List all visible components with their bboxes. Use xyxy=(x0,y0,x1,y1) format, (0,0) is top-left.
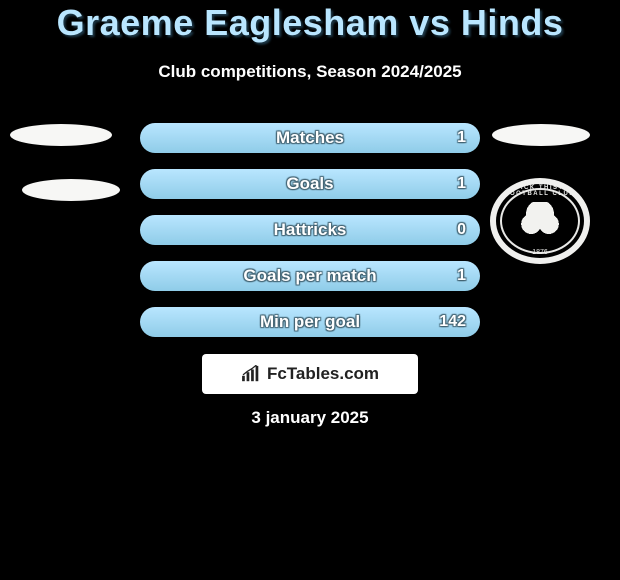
page-title: Graeme Eaglesham vs Hinds xyxy=(0,2,620,44)
stat-bar-goals: Goals 1 xyxy=(140,169,480,199)
stat-right-value: 1 xyxy=(457,129,466,147)
stat-bar-hattricks: Hattricks 0 xyxy=(140,215,480,245)
stat-bar-min-per-goal: Min per goal 142 xyxy=(140,307,480,337)
stat-label: Goals per match xyxy=(140,266,480,286)
club-crest-partick-thistle: PARTICK THISTLE · FOOTBALL CLUB 1876 xyxy=(490,178,590,264)
left-player-silhouette-top xyxy=(10,124,112,146)
brand-box: FcTables.com xyxy=(202,354,418,394)
bar-chart-icon xyxy=(241,365,263,383)
crest-year: 1876 xyxy=(496,249,584,256)
right-player-silhouette xyxy=(492,124,590,146)
stat-label: Min per goal xyxy=(140,312,480,332)
stat-right-value: 142 xyxy=(439,313,466,331)
stat-right-value: 1 xyxy=(457,267,466,285)
stat-bar-matches: Matches 1 xyxy=(140,123,480,153)
left-player-silhouette-bottom xyxy=(22,179,120,201)
brand-text: FcTables.com xyxy=(267,364,379,384)
stat-label: Goals xyxy=(140,174,480,194)
stat-right-value: 1 xyxy=(457,175,466,193)
date-line: 3 january 2025 xyxy=(0,408,620,428)
stat-right-value: 0 xyxy=(457,221,466,239)
page-subtitle: Club competitions, Season 2024/2025 xyxy=(0,62,620,82)
crest-inscription: PARTICK THISTLE · FOOTBALL CLUB xyxy=(496,185,584,197)
stat-label: Matches xyxy=(140,128,480,148)
stat-bar-goals-per-match: Goals per match 1 xyxy=(140,261,480,291)
comparison-card: Graeme Eaglesham vs Hinds Club competiti… xyxy=(0,0,620,580)
stat-label: Hattricks xyxy=(140,220,480,240)
